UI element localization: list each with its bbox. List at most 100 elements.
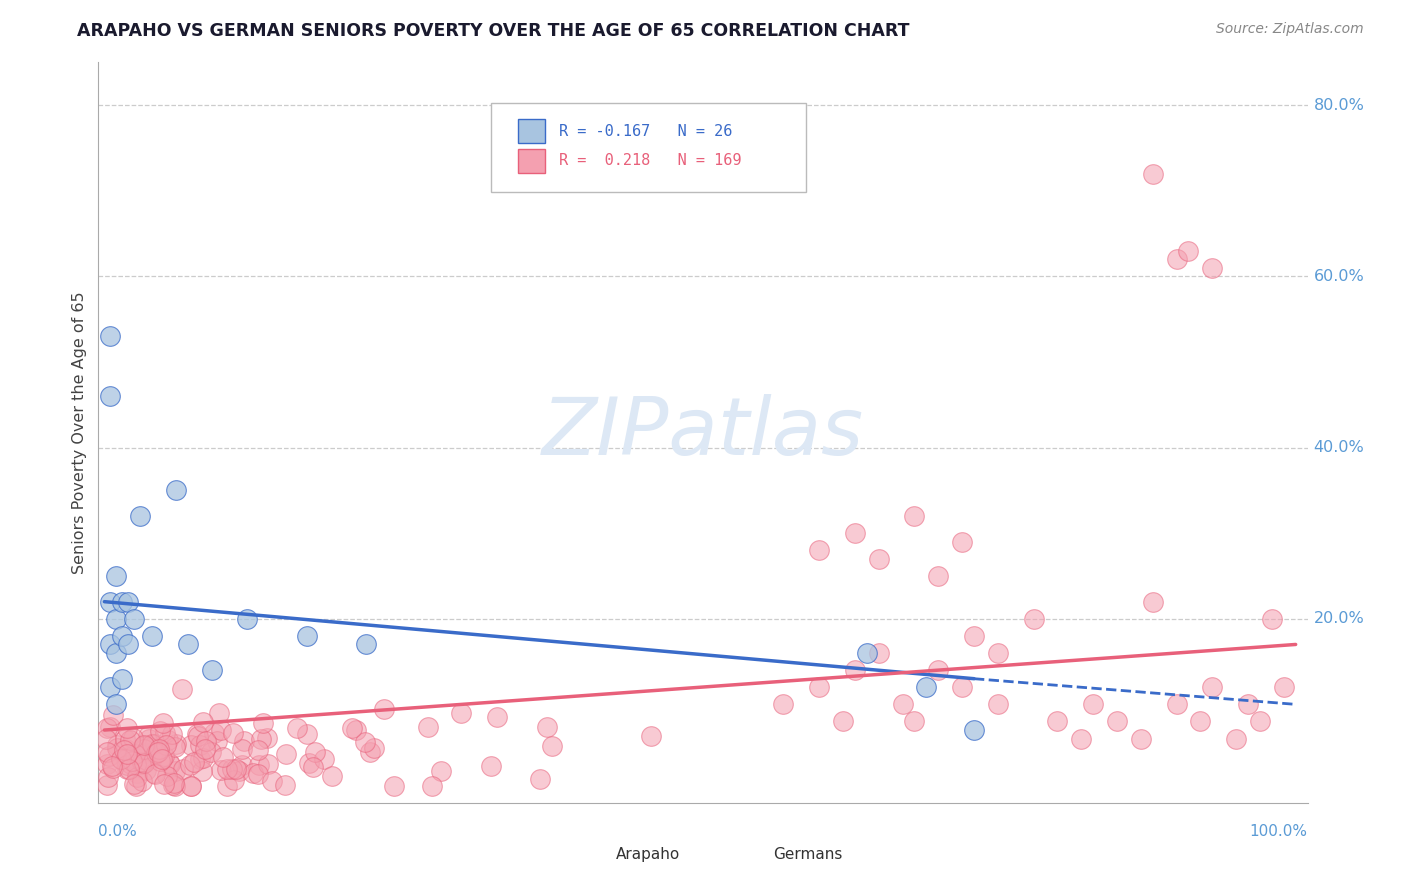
Point — [180, 779, 202, 793]
Point — [170, 681, 193, 696]
Point — [1166, 698, 1188, 712]
Point — [340, 721, 363, 735]
Point — [149, 724, 172, 739]
Point — [450, 706, 472, 721]
Point — [132, 739, 155, 754]
Text: ZIPatlas: ZIPatlas — [541, 393, 865, 472]
Point — [183, 756, 205, 770]
Point — [832, 714, 855, 729]
Point — [105, 698, 128, 712]
Point — [188, 739, 211, 753]
Point — [105, 741, 128, 756]
Point — [1225, 731, 1247, 746]
Point — [136, 729, 159, 743]
Point — [125, 770, 148, 784]
Point — [155, 738, 177, 752]
Y-axis label: Seniors Poverty Over the Age of 65: Seniors Poverty Over the Age of 65 — [72, 292, 87, 574]
Point — [131, 757, 153, 772]
Point — [96, 745, 118, 759]
Point — [165, 739, 187, 754]
Point — [430, 764, 453, 779]
Point — [363, 741, 385, 756]
Point — [190, 764, 212, 778]
Point — [891, 698, 914, 712]
Point — [479, 759, 502, 773]
Point — [105, 646, 128, 660]
Point — [359, 745, 381, 759]
Point — [159, 756, 181, 771]
Point — [165, 483, 187, 498]
Point — [209, 723, 232, 738]
Point — [236, 612, 259, 626]
Point — [1142, 595, 1164, 609]
Point — [295, 727, 318, 741]
Point — [115, 747, 138, 762]
Point — [215, 762, 238, 776]
Point — [115, 751, 138, 765]
Point — [927, 663, 949, 677]
Point — [138, 731, 160, 746]
Point — [142, 766, 165, 780]
Point — [868, 552, 890, 566]
Point — [252, 716, 274, 731]
Point — [105, 569, 128, 583]
Point — [141, 629, 163, 643]
Point — [242, 766, 264, 780]
Point — [152, 716, 174, 731]
Point — [422, 779, 444, 793]
Point — [222, 726, 245, 740]
Point — [1142, 167, 1164, 181]
Point — [249, 732, 271, 747]
Bar — [740, 844, 766, 866]
Point — [156, 733, 179, 747]
Point — [772, 698, 794, 712]
Point — [98, 595, 121, 609]
Point — [221, 762, 243, 776]
Point — [231, 742, 253, 756]
Point — [134, 739, 156, 753]
Point — [1046, 714, 1069, 729]
Point — [844, 663, 866, 677]
Point — [117, 721, 139, 735]
Point — [211, 750, 233, 764]
Point — [125, 779, 148, 793]
Text: ARAPAHO VS GERMAN SENIORS POVERTY OVER THE AGE OF 65 CORRELATION CHART: ARAPAHO VS GERMAN SENIORS POVERTY OVER T… — [77, 22, 910, 40]
Point — [224, 772, 246, 787]
Point — [231, 757, 253, 772]
Point — [101, 708, 124, 723]
Point — [135, 746, 157, 760]
Point — [98, 389, 121, 403]
Point — [200, 663, 222, 677]
Point — [101, 761, 124, 775]
Point — [149, 754, 172, 768]
Point — [117, 595, 139, 609]
Point — [153, 725, 176, 739]
Point — [187, 730, 209, 744]
Point — [298, 756, 321, 771]
Point — [148, 742, 170, 756]
Point — [122, 612, 145, 626]
Point — [247, 743, 270, 757]
Point — [98, 329, 121, 343]
Point — [950, 680, 973, 694]
Point — [276, 747, 298, 761]
Point — [808, 680, 831, 694]
Point — [162, 778, 184, 792]
Point — [172, 763, 194, 777]
Point — [295, 629, 318, 643]
Point — [640, 729, 662, 743]
Point — [118, 733, 141, 747]
Text: 0.0%: 0.0% — [98, 824, 138, 839]
Point — [225, 763, 247, 777]
Point — [141, 737, 163, 751]
Point — [194, 742, 217, 756]
Point — [200, 746, 222, 760]
Point — [96, 721, 118, 735]
Point — [114, 731, 136, 746]
Text: 60.0%: 60.0% — [1313, 268, 1364, 284]
Point — [153, 776, 176, 790]
Point — [143, 767, 166, 781]
Point — [228, 764, 250, 779]
Point — [950, 534, 973, 549]
Point — [135, 764, 157, 778]
